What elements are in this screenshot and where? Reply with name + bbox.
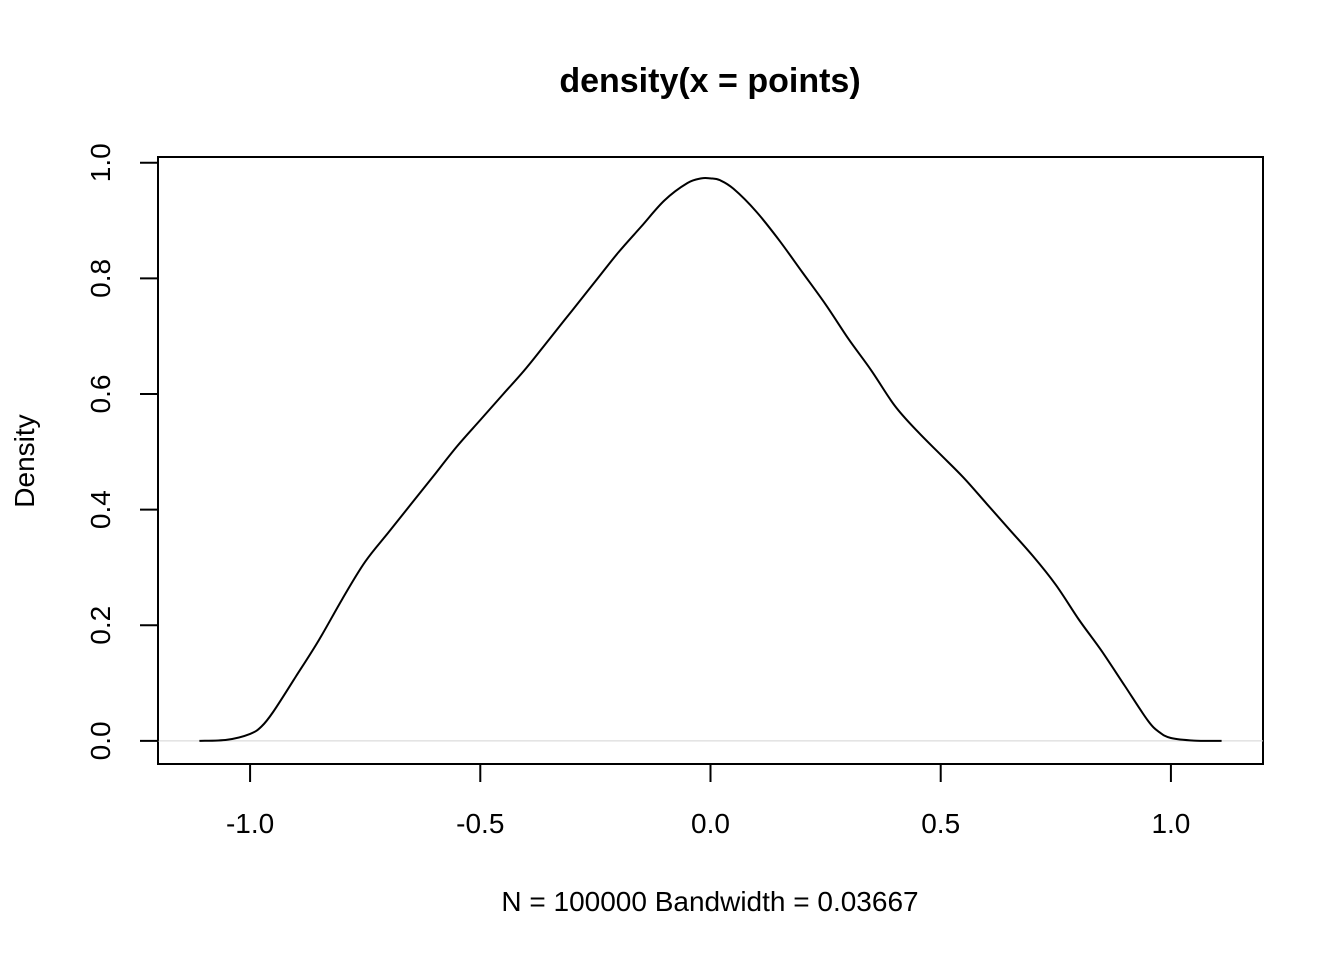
x-tick-label: 1.0 <box>1151 808 1190 839</box>
x-axis-label: N = 100000 Bandwidth = 0.03667 <box>501 886 918 917</box>
x-tick-label: 0.0 <box>691 808 730 839</box>
y-tick-label: 0.2 <box>85 606 116 645</box>
y-tick-label: 0.6 <box>85 375 116 414</box>
y-tick-label: 0.4 <box>85 490 116 529</box>
y-tick-label: 0.8 <box>85 259 116 298</box>
x-tick-label: -1.0 <box>226 808 274 839</box>
x-tick-label: -0.5 <box>456 808 504 839</box>
x-tick-label: 0.5 <box>921 808 960 839</box>
x-axis: -1.0 -0.5 0.0 0.5 1.0 <box>226 763 1190 839</box>
density-curve <box>199 176 1222 742</box>
chart-title: density(x = points) <box>559 62 860 100</box>
plot-frame <box>157 156 1264 765</box>
y-tick-label: 0.0 <box>85 721 116 760</box>
y-axis: 0.0 0.2 0.4 0.6 0.8 1.0 <box>85 143 159 760</box>
y-axis-label: Density <box>9 414 40 507</box>
y-tick-label: 1.0 <box>85 143 116 182</box>
